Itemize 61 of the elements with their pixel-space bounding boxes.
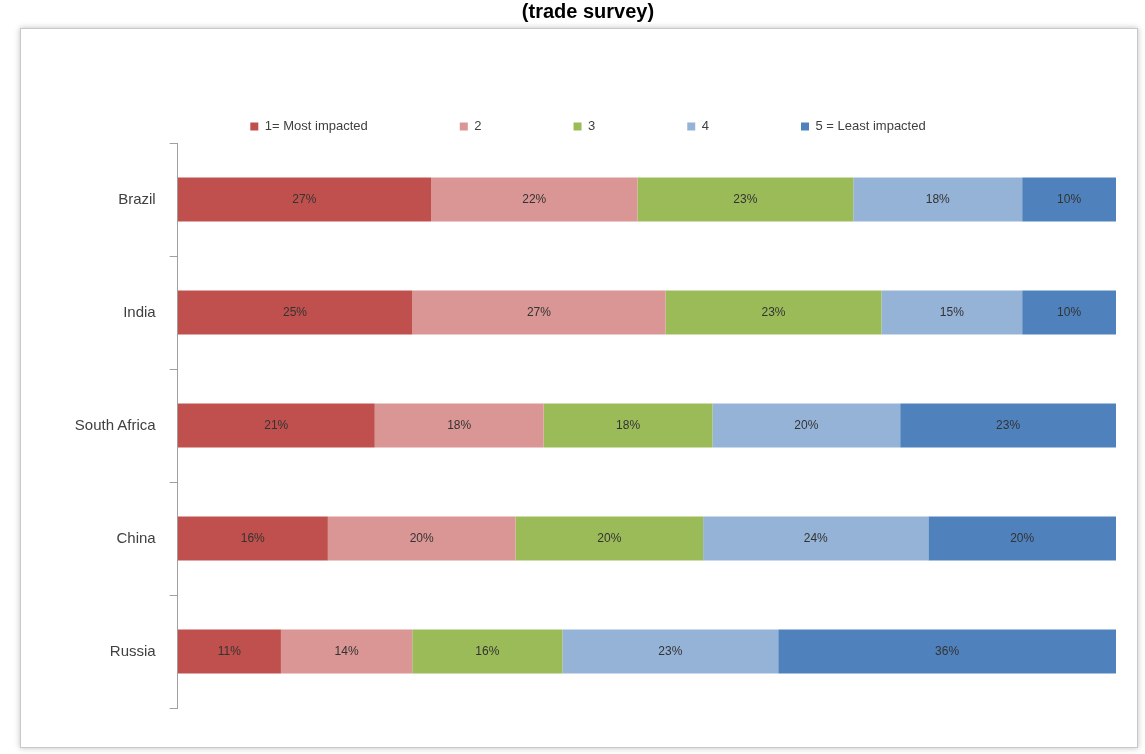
bar — [543, 403, 713, 448]
data-label: 20% — [409, 530, 434, 545]
bar — [177, 516, 328, 561]
data-label: 23% — [761, 304, 786, 319]
data-label: 23% — [733, 191, 758, 206]
bar — [712, 403, 901, 448]
y-tick-label: China — [116, 528, 157, 546]
data-label: 24% — [803, 530, 829, 545]
bar — [515, 516, 704, 561]
data-label: 21% — [264, 417, 289, 432]
data-label: 18% — [616, 417, 641, 432]
y-tick-label: Russia — [109, 641, 157, 659]
legend-label: 4 — [701, 118, 709, 134]
legend-label: 3 — [588, 118, 596, 134]
bar — [177, 290, 413, 335]
chart-title: (trade survey) — [521, 0, 655, 22]
bar — [853, 177, 1023, 222]
bar — [928, 516, 1116, 561]
bar — [412, 290, 666, 335]
bar — [177, 403, 375, 448]
data-label: 27% — [526, 304, 552, 319]
data-label: 14% — [334, 643, 359, 658]
bar — [665, 290, 882, 335]
data-label: 18% — [447, 417, 472, 432]
bar — [374, 403, 544, 448]
data-label: 10% — [1057, 191, 1082, 206]
bar — [327, 516, 516, 561]
legend-label: 1= Most impacted — [264, 118, 368, 134]
data-label: 15% — [939, 304, 965, 319]
legend-label: 2 — [474, 118, 482, 134]
data-label: 16% — [240, 530, 266, 545]
data-label: 16% — [475, 643, 500, 658]
data-label: 23% — [658, 643, 683, 658]
data-label: 20% — [794, 417, 819, 432]
data-label: 22% — [522, 191, 547, 206]
legend-label: 5 = Least impacted — [815, 118, 926, 134]
data-label: 36% — [935, 643, 960, 658]
data-label: 27% — [292, 191, 317, 206]
bar — [900, 403, 1116, 448]
bar — [881, 290, 1023, 335]
bar — [280, 629, 413, 674]
bar — [412, 629, 563, 674]
data-label: 10% — [1057, 304, 1082, 319]
bar — [1022, 290, 1116, 335]
bar — [562, 629, 779, 674]
bar — [1022, 177, 1116, 222]
y-tick-label: South Africa — [74, 415, 157, 433]
data-label: 20% — [1010, 530, 1035, 545]
bar — [177, 177, 432, 222]
bar — [703, 516, 929, 561]
y-tick-label: India — [123, 302, 157, 320]
data-label: 25% — [282, 304, 308, 319]
bar — [431, 177, 638, 222]
bar — [177, 629, 281, 674]
data-label: 18% — [925, 191, 951, 206]
y-tick-label: Brazil — [118, 189, 156, 207]
data-label: 11% — [217, 643, 242, 658]
bar — [637, 177, 854, 222]
bar — [778, 629, 1116, 674]
data-label: 20% — [597, 530, 622, 545]
data-label: 23% — [996, 417, 1021, 432]
